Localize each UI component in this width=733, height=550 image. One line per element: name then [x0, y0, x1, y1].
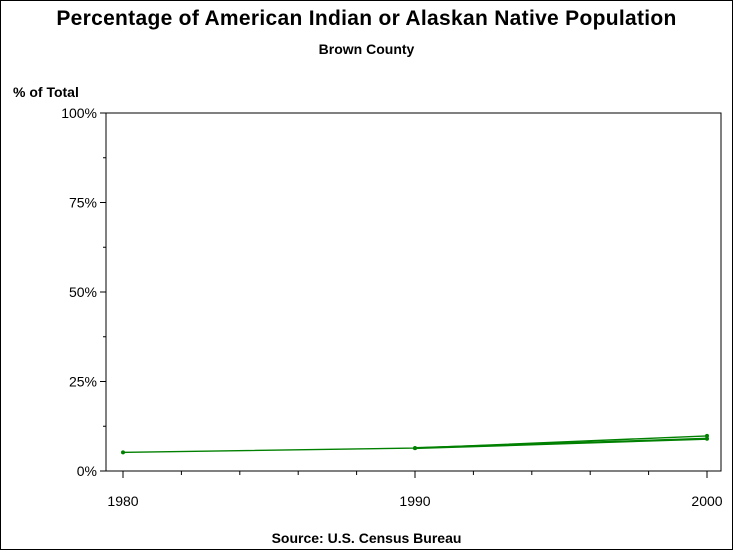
y-tick-label: 100% [61, 105, 97, 121]
y-axis-label: % of Total [13, 84, 79, 100]
y-tick-label: 25% [69, 374, 97, 390]
x-tick-label: 2000 [691, 493, 722, 509]
source-note: Source: U.S. Census Bureau [271, 530, 462, 546]
data-point [121, 450, 125, 455]
y-tick-label: 50% [69, 284, 97, 300]
y-tick-label: 75% [69, 195, 97, 211]
x-axis: 1980 1990 2000 [107, 471, 723, 509]
x-tick-label: 1990 [399, 493, 430, 509]
y-axis: 0% 25% 50% 75% 100% [61, 105, 106, 479]
data-point [705, 433, 709, 438]
chart-title: Percentage of American Indian or Alaskan… [56, 7, 677, 30]
data-point [413, 446, 417, 451]
x-tick-label: 1980 [107, 493, 138, 509]
chart-subtitle: Brown County [318, 41, 415, 57]
y-tick-label: 0% [77, 463, 97, 479]
series-line [414, 437, 708, 450]
plot-area [105, 112, 722, 472]
data-point [705, 436, 709, 441]
series-layer [121, 433, 709, 455]
